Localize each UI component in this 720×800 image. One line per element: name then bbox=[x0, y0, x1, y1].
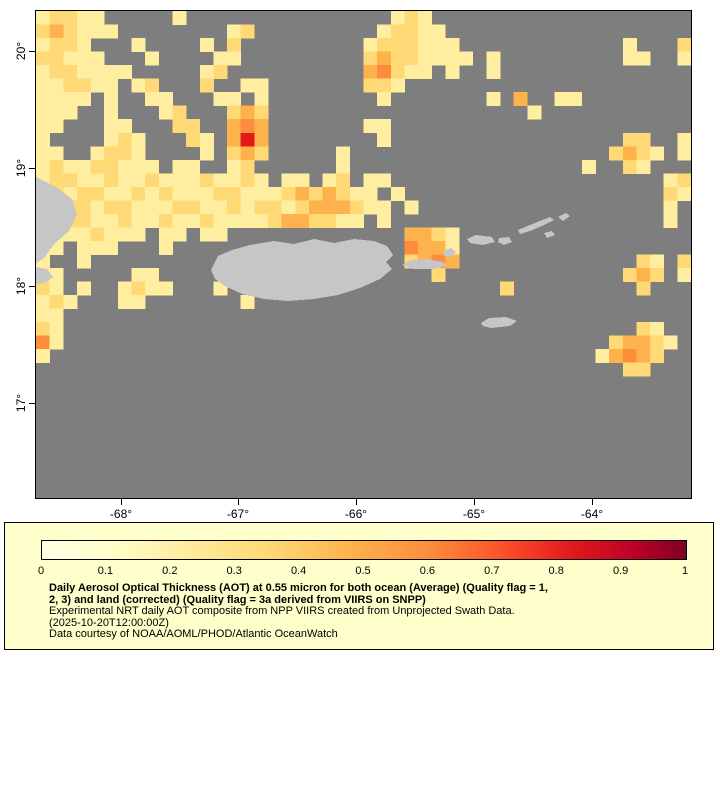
lon-tick-label: -66° bbox=[344, 507, 368, 521]
land-tortola bbox=[518, 217, 554, 234]
legend-title-line1: Daily Aerosol Optical Thickness (AOT) at… bbox=[49, 582, 548, 594]
land-virgin-gorda bbox=[558, 213, 570, 221]
aot-data-cells bbox=[36, 11, 691, 377]
lon-tick-label: -64° bbox=[580, 507, 604, 521]
aot-map-canvas bbox=[36, 11, 691, 377]
land-hispaniola-east-tip bbox=[36, 177, 77, 263]
land-st-john bbox=[498, 237, 512, 245]
colorbar-tick-label: 0.5 bbox=[355, 565, 371, 577]
lon-tick-mark bbox=[120, 499, 122, 505]
colorbar-tick-label: 0.1 bbox=[97, 565, 114, 577]
colorbar-tick-label: 1 bbox=[681, 565, 689, 577]
lon-tick-mark bbox=[355, 499, 357, 505]
colorbar-tick-label: 0.6 bbox=[419, 565, 436, 577]
land-culebra bbox=[443, 248, 456, 257]
lon-tick-mark bbox=[473, 499, 475, 505]
colorbar-tick-label: 0 bbox=[37, 565, 45, 577]
lat-tick-mark bbox=[29, 167, 35, 169]
colorbar-tick-label: 0.2 bbox=[162, 565, 178, 577]
lat-tick-mark bbox=[29, 402, 35, 404]
land-small-cay bbox=[544, 231, 555, 238]
land-vieques bbox=[402, 259, 447, 269]
lat-tick-label: 19° bbox=[14, 158, 28, 178]
lon-tick-label: -68° bbox=[109, 507, 133, 521]
colorbar-tick-label: 0.7 bbox=[484, 565, 500, 577]
legend-credit: Data courtesy of NOAA/AOML/PHOD/Atlantic… bbox=[49, 628, 338, 641]
colorbar bbox=[41, 540, 687, 560]
colorbar-tick-label: 0.4 bbox=[290, 565, 307, 577]
colorbar-tick-label: 0.3 bbox=[226, 565, 242, 577]
legend-text-block: Daily Aerosol Optical Thickness (AOT) at… bbox=[49, 582, 548, 641]
lat-tick-mark bbox=[29, 50, 35, 52]
lat-tick-mark bbox=[29, 285, 35, 287]
land-st-croix bbox=[481, 317, 517, 328]
colorbar-tick-label: 0.8 bbox=[548, 565, 564, 577]
land-st-thomas bbox=[467, 235, 495, 245]
legend-subtitle-line1: Experimental NRT daily AOT composite fro… bbox=[49, 605, 515, 618]
lon-tick-label: -67° bbox=[226, 507, 250, 521]
legend-timestamp: (2025-10-20T12:00:00Z) bbox=[49, 616, 169, 629]
land-puerto-rico bbox=[211, 239, 393, 301]
map-panel: 20° 19° 18° 17° -68° -67° -66° -65° -64° bbox=[14, 10, 692, 521]
legend-title-line2: 2, 3) and land (corrected) (Quality flag… bbox=[49, 593, 426, 606]
lat-tick-label: 20° bbox=[14, 41, 28, 61]
lon-tick-mark bbox=[591, 499, 593, 505]
land-masses bbox=[36, 177, 570, 328]
lat-tick-label: 18° bbox=[14, 276, 28, 296]
lon-tick-label: -65° bbox=[462, 507, 486, 521]
lat-tick-label: 17° bbox=[14, 393, 28, 413]
colorbar-tick-label: 0.9 bbox=[612, 565, 629, 577]
legend-panel: 0 0.1 0.2 0.3 0.4 0.5 0.6 0.7 0.8 0.9 1 Daily Aero… bbox=[4, 522, 714, 650]
land-hispaniola-small-cape bbox=[36, 267, 53, 284]
lon-tick-mark bbox=[237, 499, 239, 505]
